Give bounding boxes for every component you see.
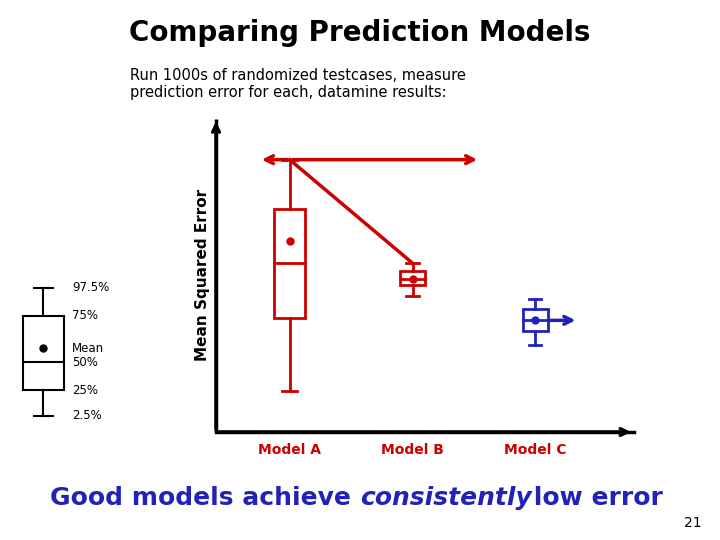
Bar — [274, 208, 305, 318]
Text: Consistent
high error: Consistent high error — [569, 247, 666, 279]
Y-axis label: Mean Squared Error: Mean Squared Error — [195, 190, 210, 361]
Text: low error: low error — [525, 486, 663, 510]
Text: Good models achieve: Good models achieve — [50, 486, 360, 510]
Text: 2.5%: 2.5% — [72, 409, 102, 422]
Text: 75%: 75% — [72, 309, 98, 322]
Bar — [523, 309, 548, 331]
Text: Run 1000s of randomized testcases, measure
prediction error for each, datamine r: Run 1000s of randomized testcases, measu… — [130, 68, 465, 100]
Bar — [400, 271, 425, 285]
Bar — [23, 316, 64, 390]
Text: consistently: consistently — [360, 486, 532, 510]
Text: 25%: 25% — [72, 384, 98, 397]
Text: Comparing Prediction Models: Comparing Prediction Models — [130, 19, 590, 47]
Text: 97.5%: 97.5% — [72, 281, 109, 294]
Text: 21: 21 — [685, 516, 702, 530]
Text: 50%: 50% — [72, 356, 98, 369]
Text: Model B: Model B — [381, 443, 444, 457]
Text: Mean: Mean — [72, 342, 104, 355]
Text: Inconsistent
low error: Inconsistent low error — [23, 144, 135, 176]
Text: Model C: Model C — [504, 443, 567, 457]
Text: Consistent
low error: Consistent low error — [569, 304, 666, 336]
Text: Model A: Model A — [258, 443, 321, 457]
